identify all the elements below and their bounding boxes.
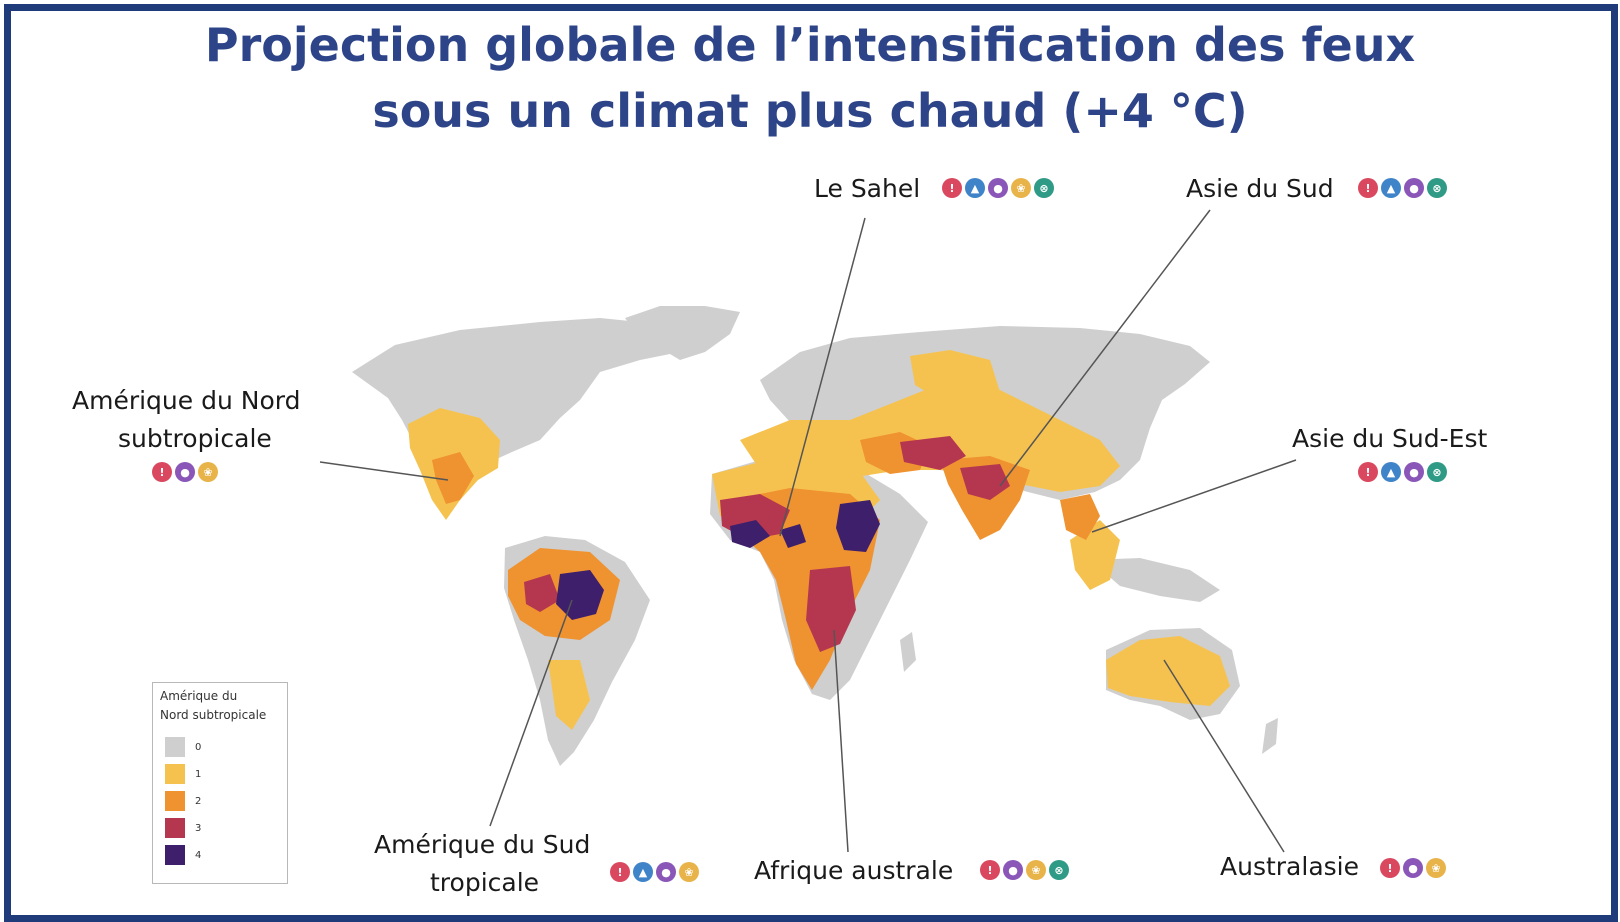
fire-sa-south (548, 660, 590, 730)
legend: Amérique du Nord subtropicale 0 1 2 3 4 (152, 682, 288, 884)
label-sahel: Le Sahel (814, 174, 921, 203)
icons-sahel: ! ▲ ● ❀ ⊗ (942, 178, 1054, 198)
risk-yellow-icon: ❀ (1026, 860, 1046, 880)
risk-teal-icon: ⊗ (1034, 178, 1054, 198)
land-greenland (625, 306, 740, 360)
legend-item-3: 3 (165, 818, 201, 838)
legend-swatch (165, 737, 185, 757)
label-south-america-line1: Amérique du Sud (374, 830, 591, 859)
icons-southern-africa: ! ● ❀ ⊗ (980, 860, 1069, 880)
map-title-line2: sous un climat plus chaud (+4 °C) (372, 84, 1248, 138)
land-north-america (352, 318, 690, 480)
risk-red-icon: ! (610, 862, 630, 882)
leader-southern-africa (833, 629, 849, 853)
risk-purple-icon: ● (175, 462, 195, 482)
legend-item-1: 1 (165, 764, 201, 784)
legend-value: 2 (195, 795, 202, 807)
map-title-line1: Projection globale de l’intensification … (204, 18, 1416, 72)
risk-red-icon: ! (1358, 178, 1378, 198)
icons-south-america: ! ▲ ● ❀ (610, 862, 699, 882)
icons-north-america: ! ● ❀ (152, 462, 218, 482)
icons-southeast-asia: ! ▲ ● ⊗ (1358, 462, 1447, 482)
risk-yellow-icon: ❀ (198, 462, 218, 482)
risk-purple-icon: ● (1404, 462, 1424, 482)
fire-india-north (960, 464, 1010, 500)
leader-north-america (319, 461, 449, 481)
legend-title-line1: Amérique du (160, 689, 238, 703)
risk-red-icon: ! (152, 462, 172, 482)
legend-value: 3 (195, 822, 202, 834)
land-level-4 (556, 500, 880, 620)
risk-purple-icon: ● (988, 178, 1008, 198)
icons-south-asia: ! ▲ ● ⊗ (1358, 178, 1447, 198)
land-se-asia-islands (1090, 558, 1220, 602)
label-southeast-asia: Asie du Sud-Est (1292, 424, 1488, 453)
fire-sudan (836, 500, 880, 552)
risk-blue-icon: ▲ (1381, 178, 1401, 198)
label-south-america-line2: tropicale (430, 868, 540, 897)
land-level-3 (524, 436, 1010, 652)
risk-blue-icon: ▲ (1381, 462, 1401, 482)
leader-lines (319, 209, 1297, 853)
risk-teal-icon: ⊗ (1049, 860, 1069, 880)
legend-item-4: 4 (165, 845, 201, 865)
risk-teal-icon: ⊗ (1427, 178, 1447, 198)
fire-central-asia (900, 436, 966, 470)
leader-southeast-asia (1091, 459, 1297, 533)
fire-amazon-west (524, 574, 560, 612)
label-north-america-line2: subtropicale (118, 424, 272, 453)
fire-se-mainland (1060, 494, 1100, 540)
leader-south-america (489, 599, 573, 827)
risk-yellow-icon: ❀ (679, 862, 699, 882)
legend-value: 4 (195, 849, 202, 861)
legend-item-0: 0 (165, 737, 201, 757)
fire-sahel-dark (780, 524, 806, 548)
label-southern-africa: Afrique australe (754, 856, 954, 885)
icons-australasia: ! ● ❀ (1380, 858, 1446, 878)
fire-siberia (910, 350, 1000, 404)
risk-teal-icon: ⊗ (1427, 462, 1447, 482)
risk-red-icon: ! (1358, 462, 1378, 482)
land-new-zealand (1262, 718, 1278, 754)
label-north-america-line1: Amérique du Nord (72, 386, 301, 415)
leader-sahel (779, 217, 866, 537)
risk-red-icon: ! (942, 178, 962, 198)
fire-amazon-core (556, 570, 604, 620)
legend-swatch (165, 845, 185, 865)
risk-blue-icon: ▲ (633, 862, 653, 882)
land-madagascar (900, 632, 916, 672)
legend-title-line2: Nord subtropicale (160, 708, 267, 722)
risk-purple-icon: ● (1404, 178, 1424, 198)
legend-value: 0 (195, 741, 202, 753)
leader-australasia (1163, 659, 1285, 853)
fire-africa-south-central (806, 566, 856, 652)
leader-south-asia (999, 209, 1211, 487)
fire-australia (1106, 636, 1230, 706)
legend-swatch (165, 764, 185, 784)
risk-red-icon: ! (1380, 858, 1400, 878)
risk-red-icon: ! (980, 860, 1000, 880)
legend-item-2: 2 (165, 791, 201, 811)
legend-swatch (165, 818, 185, 838)
label-south-asia: Asie du Sud (1186, 174, 1334, 203)
fire-eurasia-band (740, 380, 1120, 492)
risk-yellow-icon: ❀ (1011, 178, 1031, 198)
fire-mexico (432, 452, 474, 504)
risk-yellow-icon: ❀ (1426, 858, 1446, 878)
fire-west-africa-dark (730, 520, 770, 548)
legend-value: 1 (195, 768, 202, 780)
risk-purple-icon: ● (1403, 858, 1423, 878)
legend-swatch (165, 791, 185, 811)
label-australasia: Australasie (1220, 852, 1359, 881)
legend-title: Amérique du Nord subtropicale (160, 687, 284, 725)
risk-purple-icon: ● (1003, 860, 1023, 880)
risk-blue-icon: ▲ (965, 178, 985, 198)
risk-purple-icon: ● (656, 862, 676, 882)
